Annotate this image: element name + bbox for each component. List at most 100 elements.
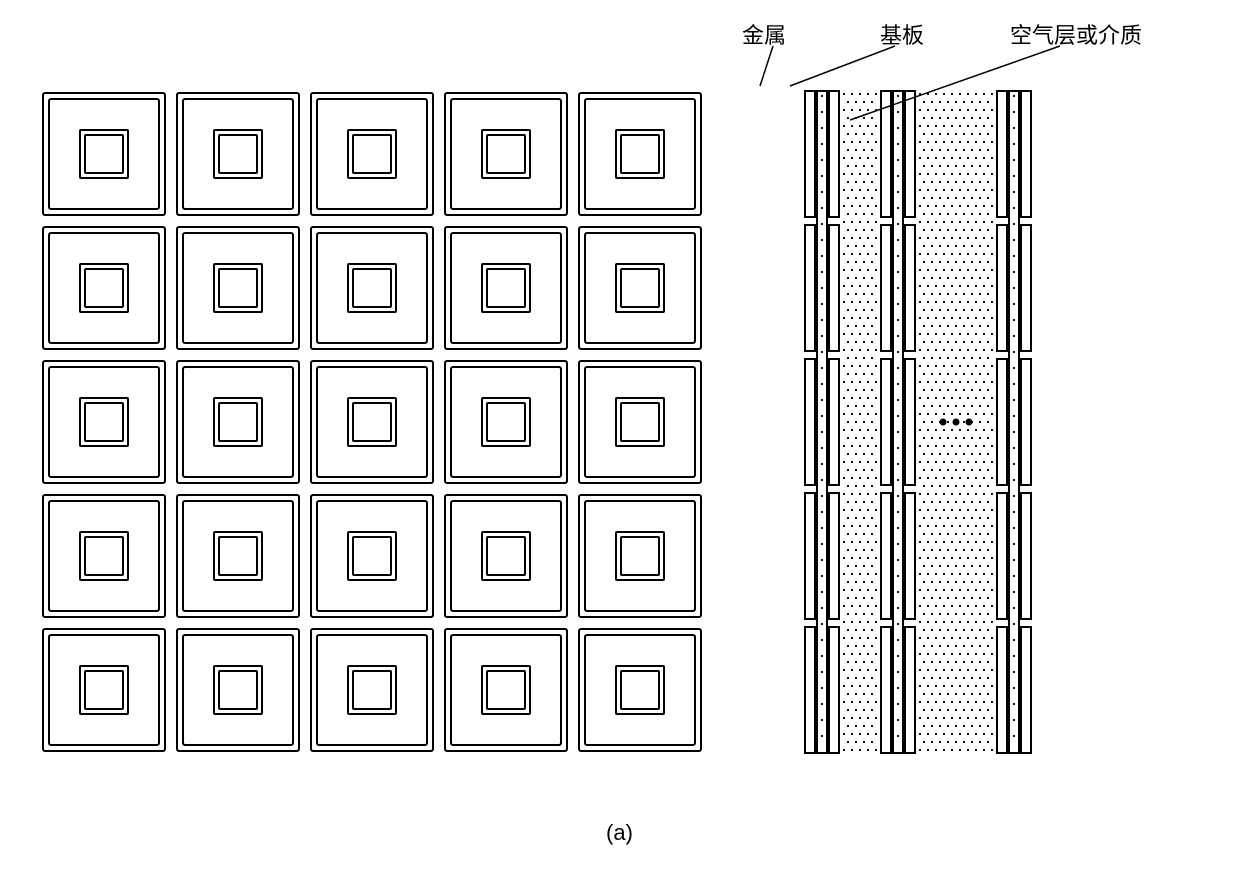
metal-column: [904, 90, 916, 754]
metal-segment: [996, 224, 1008, 352]
inner-ring-inner: [352, 670, 392, 710]
inner-ring-inner: [620, 536, 660, 576]
metal-segment: [996, 90, 1008, 218]
metal-segment: [880, 90, 892, 218]
metal-segment: [880, 358, 892, 486]
unit-cell: [308, 492, 436, 620]
metal-column: [804, 90, 816, 754]
metal-segment: [1020, 626, 1032, 754]
substrate-column: [1008, 90, 1020, 754]
metal-segment: [904, 224, 916, 352]
metal-segment: [880, 224, 892, 352]
inner-ring-inner: [84, 268, 124, 308]
unit-cell: [174, 492, 302, 620]
metal-segment: [804, 224, 816, 352]
inner-ring-inner: [486, 536, 526, 576]
spacer-air-gap: [840, 90, 880, 754]
inner-ring-inner: [486, 268, 526, 308]
metal-column: [828, 90, 840, 754]
unit-cell: [40, 358, 168, 486]
metal-segment: [1020, 492, 1032, 620]
inner-ring-inner: [84, 670, 124, 710]
subfigure-caption: (a): [606, 820, 633, 846]
metal-segment: [904, 90, 916, 218]
inner-ring-inner: [620, 402, 660, 442]
front-view-grid: [40, 90, 704, 754]
substrate-column: [816, 90, 828, 754]
metal-segment: [828, 224, 840, 352]
unit-cell: [308, 626, 436, 754]
side-view-stack: [804, 90, 1032, 754]
metal-segment: [804, 492, 816, 620]
unit-cell: [174, 90, 302, 218]
inner-ring-inner: [352, 134, 392, 174]
inner-ring-inner: [218, 134, 258, 174]
metal-segment: [996, 626, 1008, 754]
metal-segment: [904, 492, 916, 620]
inner-ring-inner: [620, 134, 660, 174]
substrate-column: [892, 90, 904, 754]
unit-cell: [576, 626, 704, 754]
ellipsis-dots: [940, 419, 973, 426]
unit-cell: [442, 224, 570, 352]
ellipsis-dot: [940, 419, 947, 426]
metal-segment: [804, 90, 816, 218]
metal-segment: [828, 90, 840, 218]
metal-segment: [996, 492, 1008, 620]
metal-segment: [804, 358, 816, 486]
metal-column: [1020, 90, 1032, 754]
unit-cell: [40, 626, 168, 754]
inner-ring-inner: [486, 134, 526, 174]
unit-cell: [576, 224, 704, 352]
unit-cell: [576, 358, 704, 486]
metal-segment: [904, 626, 916, 754]
ellipsis-dot: [966, 419, 973, 426]
unit-cell: [576, 492, 704, 620]
spacer-ellipsis: [916, 90, 996, 754]
inner-ring-inner: [486, 402, 526, 442]
unit-cell: [442, 626, 570, 754]
metal-segment: [1020, 358, 1032, 486]
unit-cell: [442, 90, 570, 218]
inner-ring-inner: [352, 402, 392, 442]
metal-segment: [828, 626, 840, 754]
inner-ring-inner: [620, 268, 660, 308]
inner-ring-inner: [486, 670, 526, 710]
metal-segment: [828, 492, 840, 620]
metal-column: [996, 90, 1008, 754]
metal-column: [880, 90, 892, 754]
unit-cell: [40, 90, 168, 218]
unit-cell: [308, 224, 436, 352]
inner-ring-inner: [218, 536, 258, 576]
unit-cell: [174, 626, 302, 754]
inner-ring-inner: [352, 536, 392, 576]
inner-ring-inner: [620, 670, 660, 710]
metal-segment: [880, 626, 892, 754]
unit-cell: [308, 358, 436, 486]
inner-ring-inner: [84, 134, 124, 174]
metal-segment: [996, 358, 1008, 486]
metal-segment: [828, 358, 840, 486]
unit-cell: [442, 492, 570, 620]
unit-cell: [40, 224, 168, 352]
unit-cell: [308, 90, 436, 218]
label-air-or-medium: 空气层或介质: [1010, 18, 1142, 50]
label-metal: 金属: [742, 18, 786, 50]
metal-segment: [804, 626, 816, 754]
inner-ring-inner: [218, 402, 258, 442]
inner-ring-inner: [84, 536, 124, 576]
unit-cell: [576, 90, 704, 218]
ellipsis-dot: [953, 419, 960, 426]
unit-cell: [40, 492, 168, 620]
metal-segment: [880, 492, 892, 620]
figure-container: [0, 0, 1239, 774]
inner-ring-inner: [218, 268, 258, 308]
inner-ring-inner: [84, 402, 124, 442]
unit-cell: [442, 358, 570, 486]
metal-segment: [1020, 224, 1032, 352]
metal-segment: [904, 358, 916, 486]
label-substrate: 基板: [880, 18, 924, 50]
unit-cell: [174, 358, 302, 486]
unit-cell: [174, 224, 302, 352]
inner-ring-inner: [352, 268, 392, 308]
